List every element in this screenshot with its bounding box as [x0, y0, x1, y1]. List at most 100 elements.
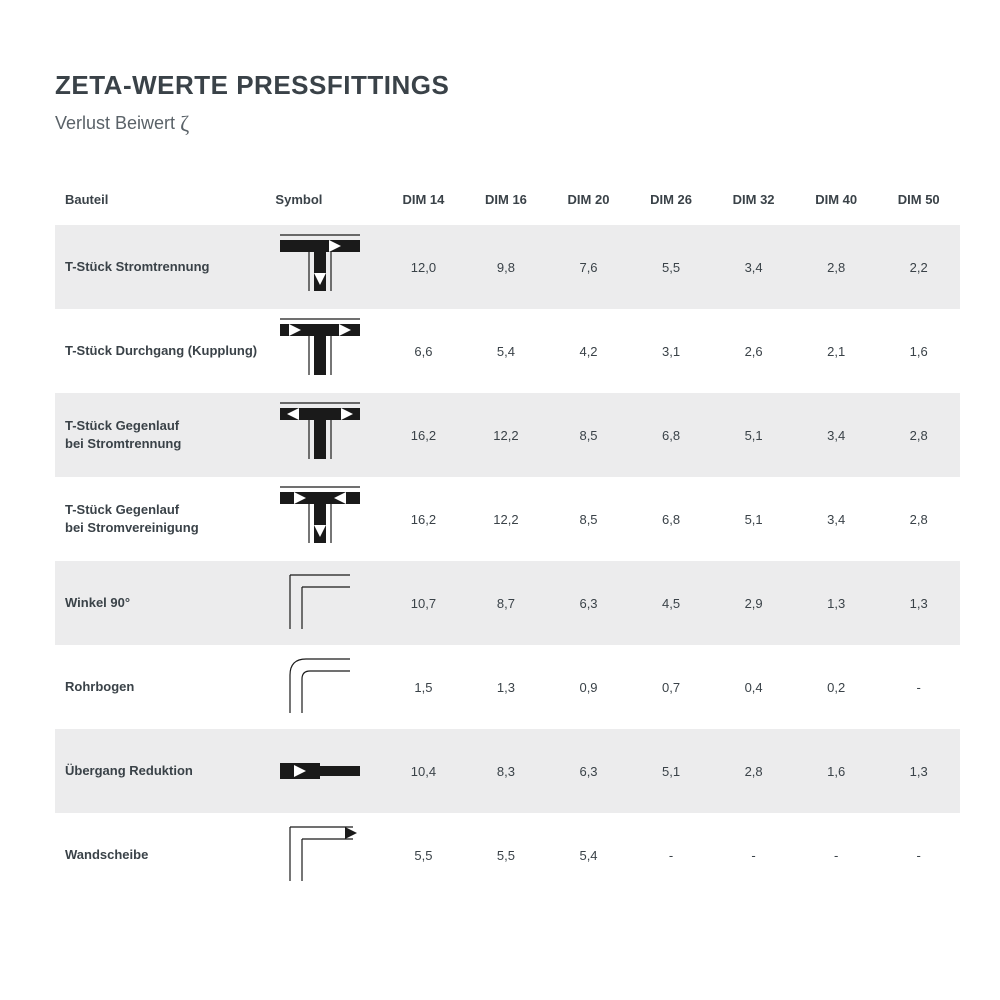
cell-value: - [795, 813, 878, 897]
cell-symbol [271, 813, 382, 897]
cell-value: 1,6 [795, 729, 878, 813]
cell-value: 1,5 [382, 645, 465, 729]
cell-symbol [271, 393, 382, 477]
cell-value: 2,9 [712, 561, 795, 645]
cell-bauteil: T-Stück Stromtrennung [55, 225, 271, 309]
cell-value: 0,7 [630, 645, 713, 729]
table-head: Bauteil Symbol DIM 14 DIM 16 DIM 20 DIM … [55, 182, 960, 225]
cell-value: - [877, 813, 960, 897]
cell-value: 1,6 [877, 309, 960, 393]
subtitle: Verlust Beiwert ζ [55, 111, 960, 137]
page: ZETA-WERTE PRESSFITTINGS Verlust Beiwert… [0, 0, 1000, 937]
cell-value: 5,1 [712, 393, 795, 477]
cell-value: 12,2 [465, 477, 548, 561]
t_counter_merge-icon [275, 541, 365, 556]
cell-value: 1,3 [877, 561, 960, 645]
cell-value: 2,8 [877, 477, 960, 561]
cell-value: 3,4 [712, 225, 795, 309]
table-row: T-Stück Stromtrennung12,09,87,65,53,42,8… [55, 225, 960, 309]
col-dim16: DIM 16 [465, 182, 548, 225]
t_counter_split-icon [275, 457, 365, 472]
cell-value: 10,7 [382, 561, 465, 645]
table-row: T-Stück Durchgang (Kupplung)6,65,44,23,1… [55, 309, 960, 393]
wallplate-icon [275, 877, 365, 892]
subtitle-prefix: Verlust Beiwert [55, 113, 180, 133]
cell-value: 6,6 [382, 309, 465, 393]
cell-symbol [271, 561, 382, 645]
col-dim14: DIM 14 [382, 182, 465, 225]
cell-symbol [271, 645, 382, 729]
col-bauteil: Bauteil [55, 182, 271, 225]
cell-value: 0,9 [547, 645, 630, 729]
col-dim32: DIM 32 [712, 182, 795, 225]
cell-value: 0,2 [795, 645, 878, 729]
t_split_down-icon [275, 289, 365, 304]
cell-value: 5,4 [465, 309, 548, 393]
cell-value: 8,3 [465, 729, 548, 813]
cell-value: 6,8 [630, 477, 713, 561]
table-row: T-Stück Gegenlaufbei Stromtrennung 16,212… [55, 393, 960, 477]
cell-value: 16,2 [382, 477, 465, 561]
cell-bauteil: Übergang Reduktion [55, 729, 271, 813]
cell-value: 2,1 [795, 309, 878, 393]
cell-symbol [271, 477, 382, 561]
table-row: Winkel 90°10,78,76,34,52,91,31,3 [55, 561, 960, 645]
cell-value: 10,4 [382, 729, 465, 813]
cell-value: 6,8 [630, 393, 713, 477]
t_through-icon [275, 373, 365, 388]
cell-value: 12,2 [465, 393, 548, 477]
cell-value: 6,3 [547, 561, 630, 645]
cell-value: 2,6 [712, 309, 795, 393]
cell-bauteil: Wandscheibe [55, 813, 271, 897]
cell-value: 8,5 [547, 477, 630, 561]
cell-value: 5,1 [630, 729, 713, 813]
cell-value: 0,4 [712, 645, 795, 729]
cell-value: 12,0 [382, 225, 465, 309]
cell-value: 6,3 [547, 729, 630, 813]
table-body: T-Stück Stromtrennung12,09,87,65,53,42,8… [55, 225, 960, 897]
col-symbol: Symbol [271, 182, 382, 225]
cell-value: 2,2 [877, 225, 960, 309]
cell-value: 8,7 [465, 561, 548, 645]
cell-value: 5,5 [465, 813, 548, 897]
cell-value: 1,3 [795, 561, 878, 645]
zeta-table: Bauteil Symbol DIM 14 DIM 16 DIM 20 DIM … [55, 182, 960, 897]
cell-value: 4,5 [630, 561, 713, 645]
table-row: Übergang Reduktion10,48,36,35,12,81,61,3 [55, 729, 960, 813]
cell-value: 2,8 [795, 225, 878, 309]
cell-bauteil: Rohrbogen [55, 645, 271, 729]
zeta-symbol: ζ [180, 111, 189, 136]
cell-symbol [271, 309, 382, 393]
cell-symbol [271, 225, 382, 309]
cell-bauteil: Winkel 90° [55, 561, 271, 645]
col-dim26: DIM 26 [630, 182, 713, 225]
cell-value: 5,1 [712, 477, 795, 561]
cell-symbol [271, 729, 382, 813]
col-dim20: DIM 20 [547, 182, 630, 225]
cell-value: - [877, 645, 960, 729]
cell-value: 7,6 [547, 225, 630, 309]
cell-value: 8,5 [547, 393, 630, 477]
cell-value: 1,3 [465, 645, 548, 729]
cell-value: 5,5 [382, 813, 465, 897]
cell-value: 3,4 [795, 393, 878, 477]
table-row: T-Stück Gegenlaufbei Stromvereinigung 16,… [55, 477, 960, 561]
cell-value: 5,5 [630, 225, 713, 309]
cell-value: 4,2 [547, 309, 630, 393]
cell-bauteil: T-Stück Gegenlaufbei Stromtrennung [55, 393, 271, 477]
reduction-icon [275, 793, 365, 808]
cell-bauteil: T-Stück Gegenlaufbei Stromvereinigung [55, 477, 271, 561]
cell-bauteil: T-Stück Durchgang (Kupplung) [55, 309, 271, 393]
bend-icon [275, 709, 365, 724]
cell-value: 2,8 [712, 729, 795, 813]
cell-value: 5,4 [547, 813, 630, 897]
table-row: Wandscheibe5,55,55,4---- [55, 813, 960, 897]
cell-value: - [712, 813, 795, 897]
col-dim40: DIM 40 [795, 182, 878, 225]
page-title: ZETA-WERTE PRESSFITTINGS [55, 70, 960, 101]
cell-value: 16,2 [382, 393, 465, 477]
cell-value: - [630, 813, 713, 897]
col-dim50: DIM 50 [877, 182, 960, 225]
cell-value: 2,8 [877, 393, 960, 477]
cell-value: 3,4 [795, 477, 878, 561]
